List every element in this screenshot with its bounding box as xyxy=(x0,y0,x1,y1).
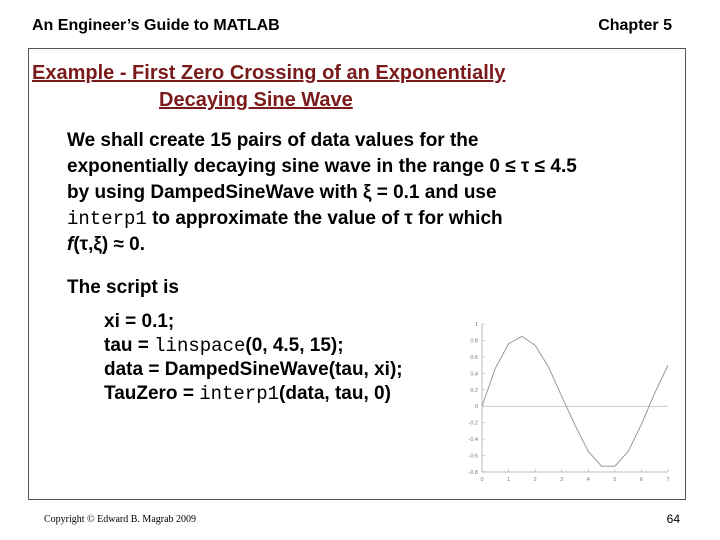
code-line-1: xi = 0.1; xyxy=(104,311,175,332)
paragraph-line-1: We shall create 15 pairs of data values … xyxy=(67,130,479,151)
interp1-code: interp1 xyxy=(67,208,147,230)
code-line-4-b: (data, tau, 0) xyxy=(279,383,391,404)
x-tick-label: 1 xyxy=(507,477,510,483)
x-tick-label: 2 xyxy=(534,477,537,483)
title-line-2: Decaying Sine Wave xyxy=(159,89,353,111)
y-tick-label: -0.4 xyxy=(469,437,478,443)
paragraph-line-2: exponentially decaying sine wave in the … xyxy=(67,156,577,177)
y-tick-label: 0.4 xyxy=(470,371,478,377)
linspace-code: linspace xyxy=(154,335,246,357)
y-tick-label: -0.2 xyxy=(469,421,478,427)
paragraph-line-3: by using DampedSineWave with ξ = 0.1 and… xyxy=(67,182,497,203)
y-tick-label: 0 xyxy=(475,404,478,410)
header-chapter: Chapter 5 xyxy=(598,17,672,34)
header-book-title: An Engineer’s Guide to MATLAB xyxy=(32,17,280,34)
x-tick-label: 7 xyxy=(666,477,669,483)
y-tick-label: 0.8 xyxy=(470,338,478,344)
code-line-2: tau = linspace(0, 4.5, 15); xyxy=(104,334,403,358)
code-line-4-a: TauZero = xyxy=(104,383,200,404)
interp1-call-code: interp1 xyxy=(199,383,280,405)
x-tick-label: 0 xyxy=(480,477,483,483)
x-tick-label: 5 xyxy=(613,477,616,483)
y-tick-label: 0.6 xyxy=(470,355,478,361)
script-label: The script is xyxy=(67,277,179,298)
series-line xyxy=(481,335,669,467)
code-line-3: data = DampedSineWave(tau, xi); xyxy=(104,359,403,380)
title-line-1: Example - First Zero Crossing of an Expo… xyxy=(32,62,506,84)
x-tick-label: 4 xyxy=(587,477,590,483)
y-tick-label: 0.2 xyxy=(470,388,478,394)
x-tick-label: 6 xyxy=(640,477,643,483)
script-code: xi = 0.1; tau = linspace(0, 4.5, 15); da… xyxy=(104,310,403,406)
paragraph-line-4-text: to approximate the value of τ for which xyxy=(146,208,503,229)
code-line-2-b: (0, 4.5, 15); xyxy=(245,335,344,356)
y-tick-label: 1 xyxy=(475,322,478,328)
damped-sine-plot: 10.80.60.40.20-0.2-0.4-0.6-0.80 1 2 3 4 5 6 7 xyxy=(469,322,670,483)
function-symbol: f xyxy=(67,234,74,255)
y-tick-label: -0.6 xyxy=(469,454,478,460)
paragraph-line-5-text: (τ,ξ) ≈ 0. xyxy=(73,234,146,255)
footer-copyright: Copyright © Edward B. Magrab 2009 xyxy=(44,514,197,525)
paragraph-line-4: interp1 to approximate the value of τ fo… xyxy=(67,206,667,232)
code-line-4: TauZero = interp1(data, tau, 0) xyxy=(104,382,403,406)
x-tick-label: 3 xyxy=(560,477,563,483)
slide-title: Example - First Zero Crossing of an Expo… xyxy=(32,60,632,114)
y-tick-label: -0.8 xyxy=(469,470,478,476)
footer-page-number: 64 xyxy=(666,512,680,526)
paragraph-line-5: f(τ,ξ) ≈ 0. xyxy=(67,232,667,258)
description-paragraph: We shall create 15 pairs of data values … xyxy=(67,128,667,258)
slide-frame xyxy=(28,48,686,500)
code-line-2-a: tau = xyxy=(104,335,155,356)
